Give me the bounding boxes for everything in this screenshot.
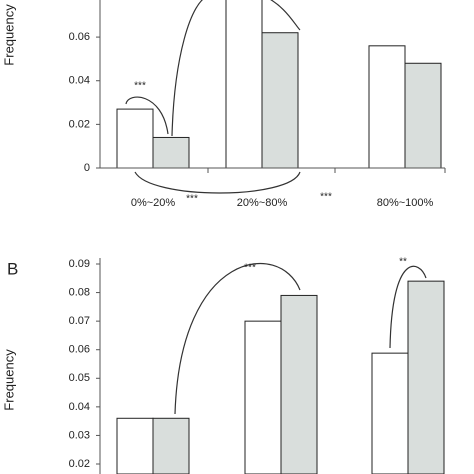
significance-label: ***: [186, 194, 198, 205]
bar: [116, 108, 154, 169]
x-tick-label: 0%~20%: [131, 197, 176, 209]
significance-label: ***: [134, 81, 146, 92]
bar: [152, 417, 190, 474]
panel-label: B: [7, 259, 18, 278]
x-tick-label: 20%~80%: [237, 197, 288, 209]
y-tick-label: 0.04: [69, 75, 90, 87]
y-tick-label: 0.02: [69, 458, 90, 470]
y-tick-label: 0.06: [69, 31, 90, 43]
y-tick-label: 0.06: [69, 344, 90, 356]
bracket: [389, 265, 427, 349]
bar: [261, 32, 299, 169]
bar: [244, 320, 282, 474]
bracket: [174, 262, 301, 415]
bar: [152, 136, 190, 169]
y-tick-label: 0.08: [69, 286, 90, 298]
bar: [404, 62, 442, 169]
significance-label: ***: [244, 263, 256, 274]
bar: [407, 280, 445, 474]
significance-label: ***: [320, 192, 332, 203]
bar: [225, 0, 263, 169]
bracket: [134, 171, 301, 194]
y-tick-label: 0.05: [69, 372, 90, 384]
y-axis-title: Frequency: [1, 349, 16, 411]
bar: [280, 294, 318, 474]
x-tick-label: 80%~100%: [377, 197, 434, 209]
significance-label: **: [399, 257, 407, 268]
bar: [368, 45, 406, 169]
bracket: [125, 96, 169, 135]
y-tick-label: 0.02: [69, 118, 90, 130]
y-tick-label: 0.04: [69, 401, 90, 413]
bar: [371, 352, 409, 474]
y-tick-label: 0.03: [69, 429, 90, 441]
bracket: [270, 0, 301, 31]
y-tick-label: 0: [84, 162, 90, 174]
y-tick-label: 0.07: [69, 315, 90, 327]
y-axis-title: Frequency: [1, 4, 16, 66]
y-tick-label: 0.09: [69, 258, 90, 270]
bracket: [171, 0, 204, 137]
bar: [116, 417, 154, 474]
